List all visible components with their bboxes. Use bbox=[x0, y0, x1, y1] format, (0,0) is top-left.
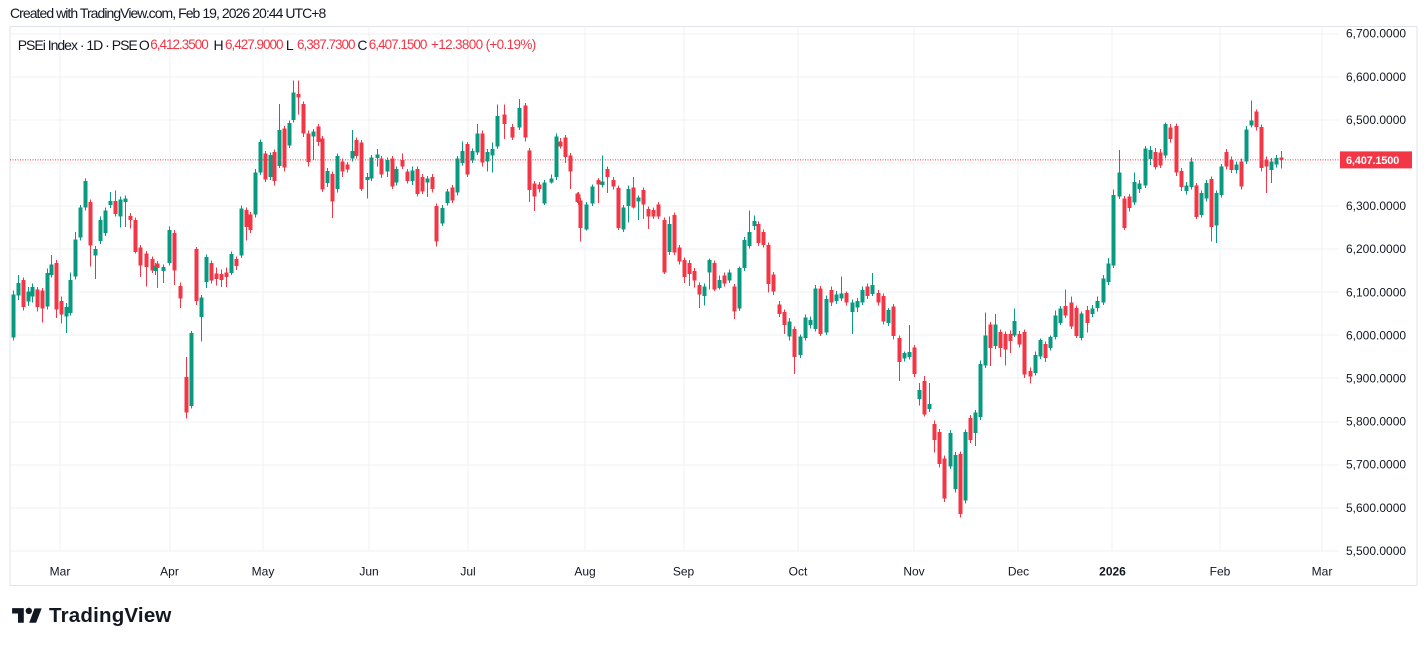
svg-text:6,000.0000: 6,000.0000 bbox=[1346, 328, 1406, 342]
svg-text:6,100.0000: 6,100.0000 bbox=[1346, 285, 1406, 299]
svg-text:Jul: Jul bbox=[460, 565, 475, 579]
svg-text:Sep: Sep bbox=[673, 565, 695, 579]
svg-text:Aug: Aug bbox=[574, 565, 595, 579]
svg-text:5,800.0000: 5,800.0000 bbox=[1346, 415, 1406, 429]
svg-text:May: May bbox=[252, 565, 275, 579]
svg-text:6,200.0000: 6,200.0000 bbox=[1346, 242, 1406, 256]
svg-text:5,600.0000: 5,600.0000 bbox=[1346, 501, 1406, 515]
svg-text:6,700.0000: 6,700.0000 bbox=[1346, 27, 1406, 41]
svg-text:5,900.0000: 5,900.0000 bbox=[1346, 372, 1406, 386]
svg-text:6,600.0000: 6,600.0000 bbox=[1346, 70, 1406, 84]
svg-text:Dec: Dec bbox=[1008, 565, 1029, 579]
svg-text:6,500.0000: 6,500.0000 bbox=[1346, 113, 1406, 127]
svg-text:Oct: Oct bbox=[789, 565, 808, 579]
svg-text:Mar: Mar bbox=[50, 565, 71, 579]
svg-text:6,300.0000: 6,300.0000 bbox=[1346, 199, 1406, 213]
svg-text:5,500.0000: 5,500.0000 bbox=[1346, 544, 1406, 558]
svg-text:6,407.1500: 6,407.1500 bbox=[1346, 155, 1399, 167]
svg-text:2026: 2026 bbox=[1099, 565, 1126, 579]
svg-text:5,700.0000: 5,700.0000 bbox=[1346, 458, 1406, 472]
svg-text:Apr: Apr bbox=[160, 565, 179, 579]
svg-text:Jun: Jun bbox=[359, 565, 378, 579]
svg-text:Mar: Mar bbox=[1312, 565, 1333, 579]
svg-text:Nov: Nov bbox=[903, 565, 924, 579]
svg-text:Feb: Feb bbox=[1210, 565, 1231, 579]
